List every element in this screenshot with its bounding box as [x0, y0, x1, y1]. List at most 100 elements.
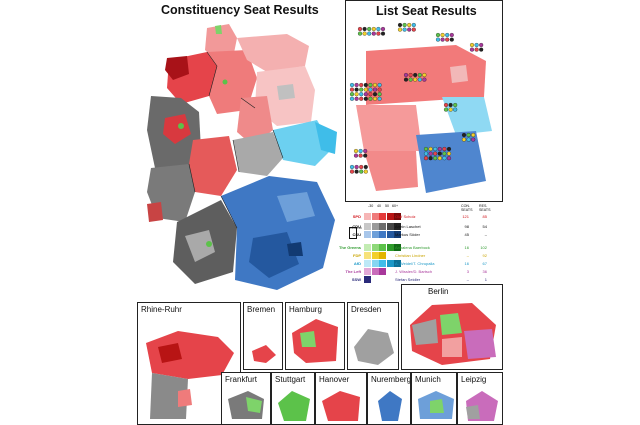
list-seat-dot — [353, 153, 359, 158]
list-seat-dot — [363, 87, 368, 92]
list-seat-dot — [442, 151, 447, 156]
legend-res-seats: 85 — [482, 214, 487, 219]
region-greens-cluster-1 — [178, 123, 184, 129]
list-seat-dot — [471, 137, 476, 142]
list-seat-dot — [376, 31, 381, 36]
inset-label-hanover: Hanover — [319, 375, 350, 384]
region-saar — [147, 202, 163, 222]
hamburg-green — [300, 331, 316, 347]
legend-threshold-2: 40 — [377, 204, 381, 208]
region-bw-light — [185, 230, 215, 262]
legend-swatch — [371, 213, 379, 220]
inset-label-berlin: Berlin — [428, 287, 449, 296]
election-map-figure: Constituency Seat Results — [137, 0, 503, 425]
legend-swatch — [371, 231, 379, 238]
rhine-ruhr-dark — [158, 343, 182, 363]
list-seat-dot — [417, 77, 422, 82]
list-bavaria — [416, 131, 486, 193]
list-seat-dot — [402, 22, 407, 28]
legend-res-seats: 54 — [482, 224, 487, 229]
list-seat-dot — [358, 148, 363, 154]
legend-res-seats: 36 — [482, 269, 487, 274]
list-seat-dot — [368, 87, 373, 92]
list-seat-dot — [362, 26, 367, 32]
legend-threshold-1: -30 — [368, 204, 374, 208]
region-greens-cluster-2 — [206, 241, 212, 247]
list-seat-dot — [380, 31, 386, 36]
legend-res-seats: 102 — [480, 245, 487, 250]
list-seat-dot — [443, 107, 449, 112]
list-seat-dot — [354, 169, 359, 174]
list-berlin — [450, 65, 468, 83]
list-seat-dot — [461, 132, 467, 138]
region-munich-dark — [287, 242, 303, 256]
list-seat-title: List Seat Results — [376, 4, 477, 18]
list-seat-dot — [443, 102, 449, 108]
legend-res-seats: 1 — [484, 277, 487, 282]
inset-map-bremen — [252, 345, 276, 363]
inset-map-hamburg — [292, 319, 338, 363]
list-seat-dot — [479, 42, 484, 48]
hanover-red — [322, 391, 360, 421]
legend-swatch — [371, 252, 379, 259]
list-seat-dot — [445, 32, 450, 38]
legend-res-seats: 67 — [482, 261, 487, 266]
list-seat-dot — [423, 146, 429, 152]
list-seat-dot — [354, 96, 359, 101]
list-seat-dot — [363, 92, 368, 97]
list-seat-dot — [423, 156, 429, 161]
inset-label-hamburg: Hamburg — [289, 305, 322, 314]
list-seat-dot — [428, 146, 433, 152]
list-seat-dot — [408, 72, 413, 78]
constituency-map — [147, 24, 337, 290]
legend-party-name: The Greens — [338, 245, 361, 250]
region-berlin-zone — [277, 84, 295, 100]
list-seat-dot — [423, 151, 429, 156]
legend-con-seats: 16 — [464, 245, 469, 250]
legend-leader: Christian Lindner — [395, 253, 426, 258]
legend-row-afd: AfD A. Weidel/T. Chrupalla 16 67 — [333, 260, 499, 268]
list-east — [442, 97, 492, 135]
list-seat-dot — [372, 87, 378, 92]
list-seat-dot — [353, 148, 359, 154]
list-seat-dot — [367, 26, 372, 32]
list-seat-dot — [437, 151, 442, 156]
legend-swatch — [386, 213, 394, 220]
list-seat-dot — [433, 156, 438, 161]
list-seat-dot — [349, 169, 355, 174]
legend-swatch — [394, 260, 401, 267]
list-seat-dot — [354, 164, 359, 170]
list-seat-dot — [359, 96, 364, 101]
inset-label-munich: Munich — [415, 375, 441, 384]
inset-munich: Munich — [411, 372, 457, 425]
region-east-frisia — [165, 56, 189, 80]
legend-swatch — [364, 231, 371, 238]
list-seat-dot — [408, 77, 413, 82]
inset-map-leipzig — [466, 391, 498, 421]
inset-map-hanover — [322, 391, 360, 421]
list-seat-dot — [466, 132, 471, 138]
inset-dresden: Dresden — [347, 302, 399, 370]
legend-row-ssw: SSW Stefan Seidler – 1 — [333, 276, 499, 284]
legend-swatch — [371, 223, 379, 230]
list-seat-dot — [397, 22, 403, 28]
legend-swatch — [386, 260, 394, 267]
list-seat-dot — [433, 151, 438, 156]
legend-res-seats: – — [484, 232, 487, 237]
list-seat-dot — [368, 82, 373, 88]
berlin-lightred — [442, 337, 462, 357]
legend-con-seats: 45 — [464, 232, 469, 237]
list-seat-dot — [363, 169, 368, 174]
list-seat-dot — [446, 151, 452, 156]
region-hesse — [189, 136, 237, 196]
inset-map-dresden — [354, 329, 394, 365]
legend-party-name: The Left — [345, 269, 361, 274]
list-seat-dot — [368, 92, 373, 97]
legend-party-name: SPD — [352, 214, 361, 219]
list-seat-dot — [377, 82, 382, 88]
list-seat-dot — [363, 164, 368, 170]
list-seat-dot — [453, 102, 458, 108]
legend-row-csu: CSU Markus Söder 45 – — [333, 231, 499, 239]
legend-col-con: CON. SEATS — [461, 204, 473, 212]
legend-party-name: AfD — [353, 261, 361, 266]
